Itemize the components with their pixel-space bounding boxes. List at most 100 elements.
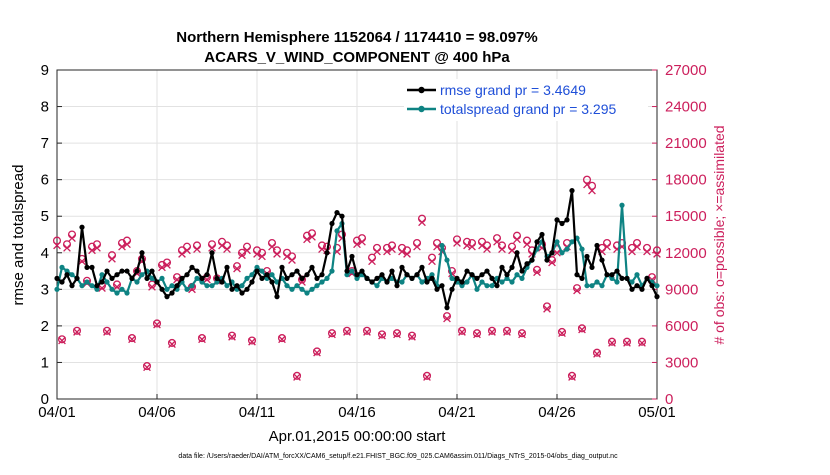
y-tick-label-7: 7 <box>41 135 49 152</box>
obs-assimilated-stroke <box>608 339 616 347</box>
obs-assimilated-point <box>113 283 121 291</box>
spread-point <box>249 272 255 278</box>
spread-point <box>304 290 310 296</box>
obs-assimilated-stroke <box>533 268 541 277</box>
rmse-point <box>119 268 125 274</box>
obs-assimilated-point <box>373 247 381 256</box>
obs-possible-point <box>637 337 647 346</box>
spread-point <box>349 268 355 274</box>
obs-assimilated-stroke <box>573 286 581 295</box>
legend-spread-marker <box>418 105 425 113</box>
obs-assimilated-stroke <box>353 240 361 249</box>
obs-assimilated-point <box>268 242 276 251</box>
rmse-point <box>229 286 235 292</box>
obs-possible-point <box>207 240 217 249</box>
rmse-point <box>404 272 410 278</box>
obs-assimilated-stroke <box>458 328 466 336</box>
spread-point <box>429 272 435 278</box>
y-right-tick-label-2: 6000 <box>665 318 698 335</box>
spread-point <box>289 286 295 292</box>
rmse-point <box>524 261 530 267</box>
spread-point <box>449 275 455 281</box>
obs-assimilated-point <box>148 283 156 291</box>
obs-assimilated-point <box>408 332 416 341</box>
spread-point <box>609 275 615 281</box>
obs-possible-point <box>472 329 482 338</box>
rmse-point <box>209 250 215 256</box>
spread-point <box>134 279 140 285</box>
obs-assimilated-point <box>583 180 591 189</box>
rmse-point <box>179 275 185 281</box>
data-file-footnote: data file: /Users/raeder/DAI/ATM_forcXX/… <box>178 453 618 460</box>
obs-assimilated-stroke <box>183 246 191 255</box>
spread-point <box>479 279 485 285</box>
obs-possible-point <box>487 326 497 335</box>
spread-point <box>99 272 105 278</box>
spread-point <box>209 283 215 289</box>
obs-assimilated-point <box>468 242 476 251</box>
y-tick-label-3: 3 <box>41 281 49 298</box>
obs-assimilated-point <box>93 244 101 252</box>
obs-assimilated-point <box>418 218 426 227</box>
obs-possible-point <box>377 330 387 339</box>
obs-possible-point <box>392 329 402 338</box>
rmse-point <box>264 272 270 278</box>
y-axis-label-right: # of obs: o=possible; ×=assimilated <box>711 125 727 344</box>
spread-point <box>109 286 115 292</box>
y-tick-label-5: 5 <box>41 208 49 225</box>
obs-assimilated-point <box>593 350 601 358</box>
spread-point <box>244 275 250 281</box>
obs-assimilated-point <box>358 237 366 246</box>
rmse-point <box>324 250 330 256</box>
obs-assimilated-point <box>273 250 281 258</box>
rmse-point <box>359 268 365 274</box>
obs-possible-point <box>67 230 77 239</box>
rmse-point <box>259 275 265 281</box>
spread-point <box>554 239 560 245</box>
spread-point <box>224 283 230 289</box>
spread-point <box>64 268 70 274</box>
rmse-point <box>84 264 90 270</box>
obs-assimilated-point <box>413 242 421 251</box>
obs-assimilated-point <box>243 246 251 255</box>
spread-point <box>184 286 190 292</box>
obs-assimilated-stroke <box>168 340 176 349</box>
spread-point <box>514 272 520 278</box>
rmse-point <box>334 209 340 216</box>
rmse-point <box>599 257 605 263</box>
rmse-point <box>74 275 80 281</box>
spread-point <box>79 283 85 289</box>
obs-possible-point <box>167 338 177 347</box>
obs-assimilated-point <box>513 235 521 244</box>
rmse-point <box>569 188 575 194</box>
obs-assimilated-stroke <box>88 246 96 255</box>
obs-possible-point <box>507 242 517 251</box>
obs-possible-point <box>197 334 207 343</box>
obs-assimilated-point <box>453 239 461 247</box>
spread-point <box>464 279 470 285</box>
obs-assimilated-stroke <box>553 248 561 257</box>
obs-assimilated-point <box>498 245 506 253</box>
obs-possible-point <box>457 326 467 335</box>
obs-assimilated-point <box>368 257 376 266</box>
rmse-point <box>89 264 95 270</box>
obs-assimilated-point <box>343 328 351 336</box>
obs-possible-point <box>277 334 287 343</box>
x-tick-label-4: 04/21 <box>438 404 476 421</box>
obs-assimilated-point <box>308 233 316 241</box>
rmse-point <box>579 275 585 281</box>
obs-assimilated-point <box>643 247 651 256</box>
obs-assimilated-stroke <box>308 233 316 241</box>
rmse-point <box>304 272 310 278</box>
x-tick-label-2: 04/11 <box>239 404 275 421</box>
rmse-point <box>294 268 300 274</box>
obs-assimilated-point <box>548 258 556 267</box>
rmse-point <box>479 272 485 278</box>
obs-assimilated-point <box>363 328 371 336</box>
obs-assimilated-point <box>478 241 486 250</box>
rmse-point <box>434 286 440 292</box>
obs-assimilated-stroke <box>278 335 286 344</box>
rmse-point <box>649 283 655 289</box>
obs-assimilated-stroke <box>568 373 576 381</box>
rmse-point <box>444 305 450 311</box>
